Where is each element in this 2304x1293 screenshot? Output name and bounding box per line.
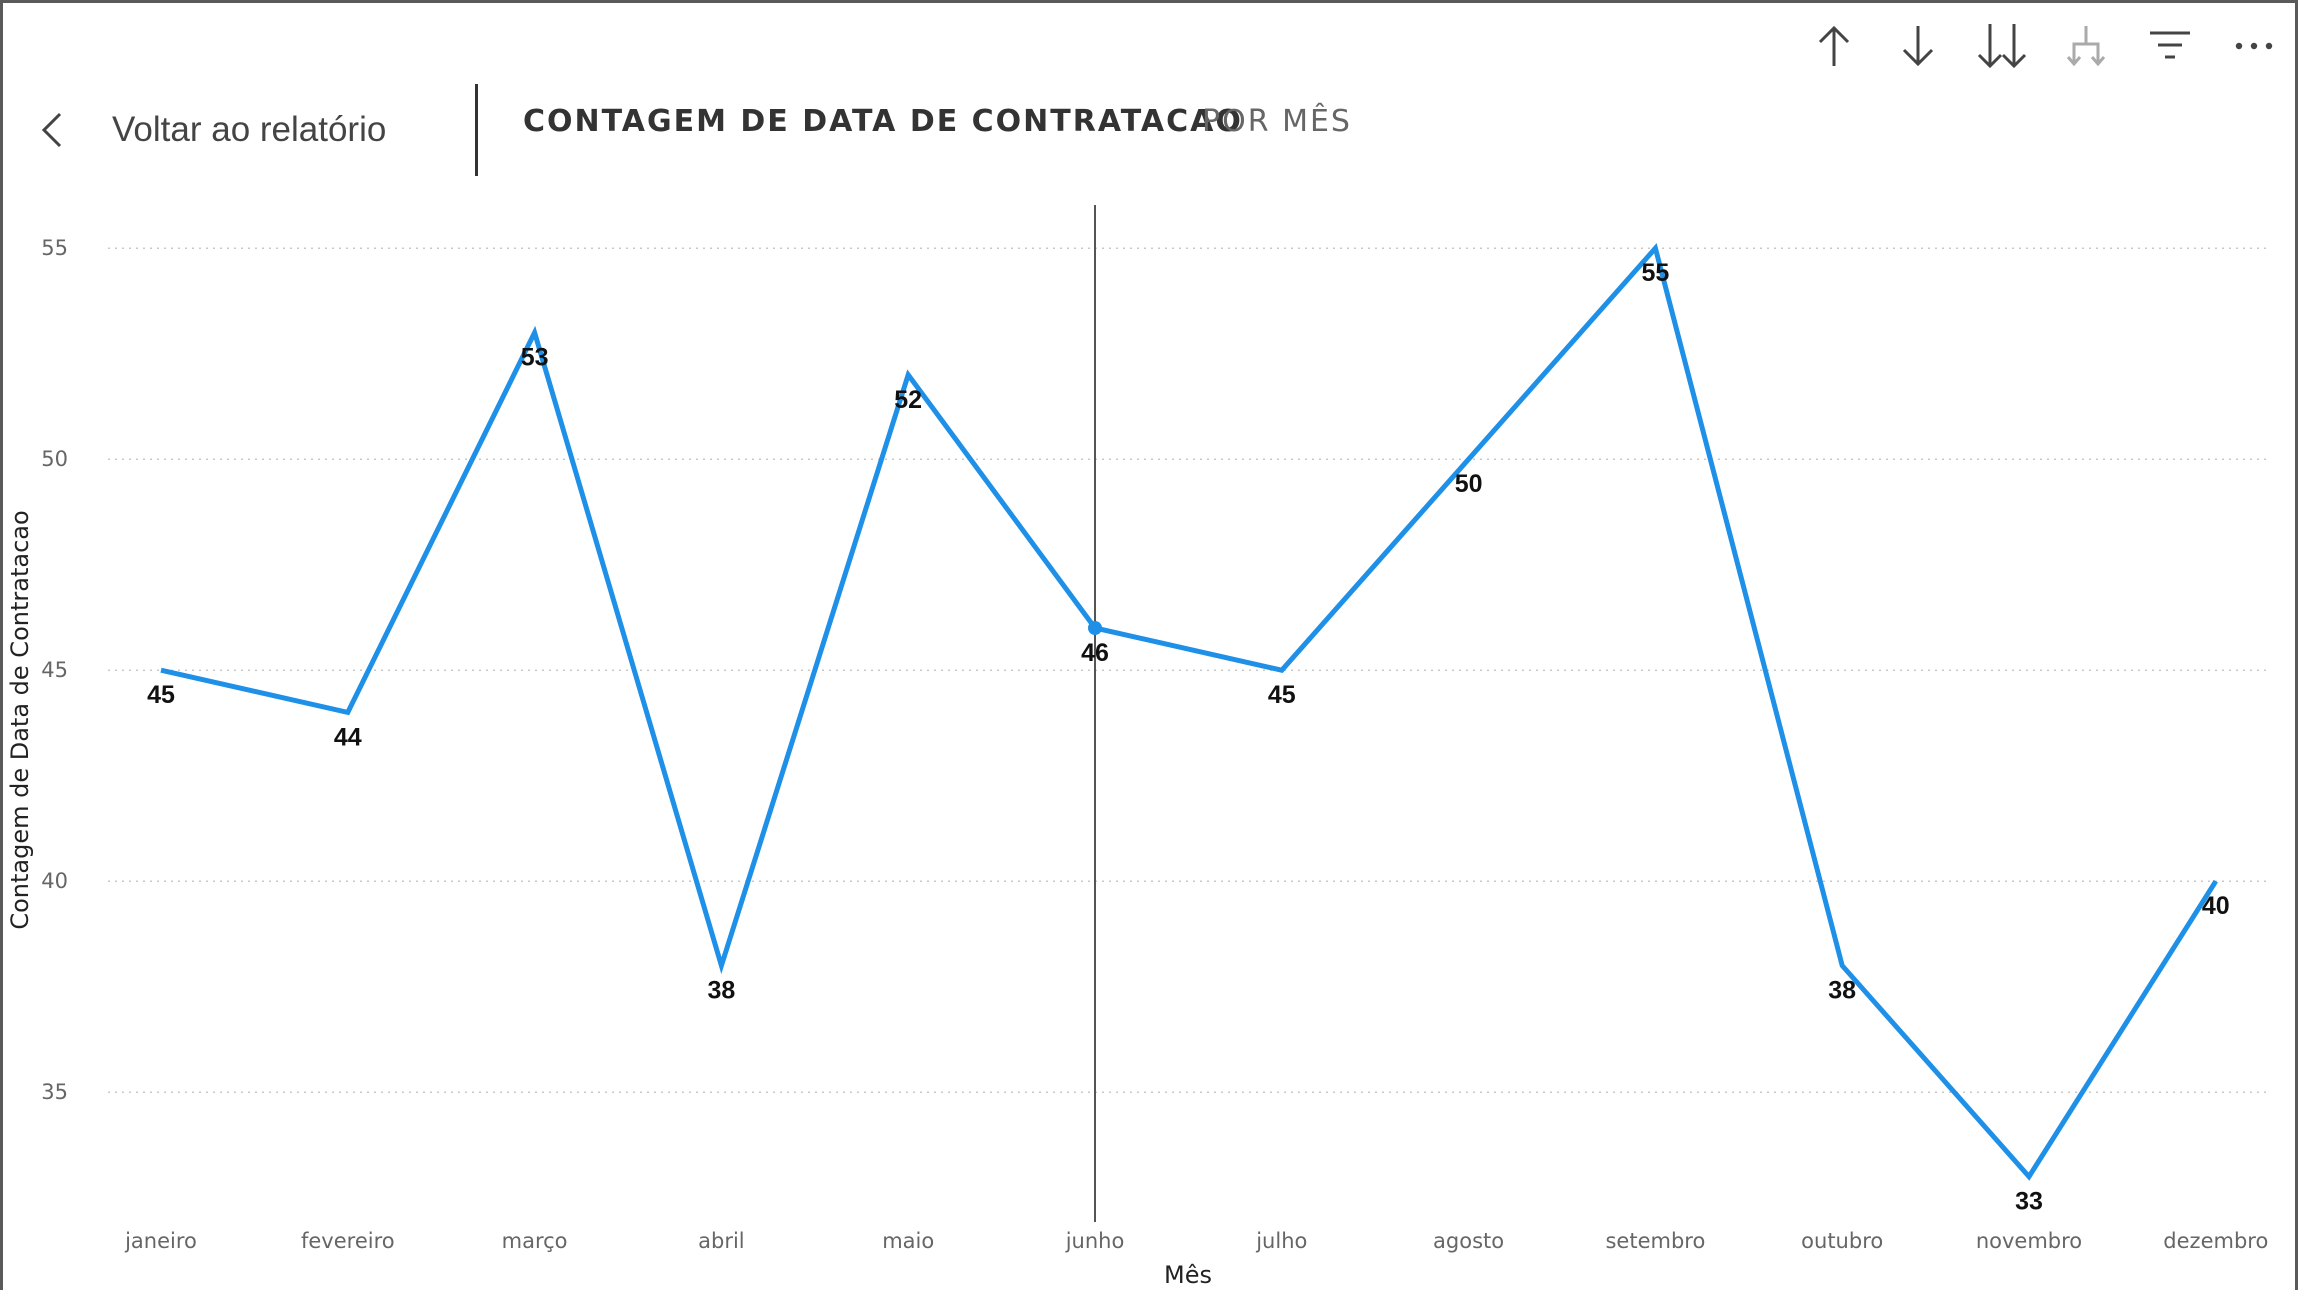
- data-label: 52: [894, 386, 922, 414]
- x-tick-label: junho: [1065, 1229, 1125, 1253]
- arrow-down-icon: [1902, 26, 1934, 67]
- page-title: CONTAGEM DE DATA DE CONTRATACAO: [523, 104, 1243, 139]
- header-divider: [475, 84, 478, 176]
- x-tick-label: setembro: [1605, 1229, 1705, 1253]
- page-subtitle: POR MÊS: [1202, 104, 1352, 139]
- y-tick-label: 35: [41, 1080, 68, 1104]
- more-options-icon: [2235, 42, 2273, 50]
- x-tick-label: maio: [882, 1229, 934, 1253]
- data-label: 53: [521, 344, 549, 372]
- data-label: 44: [334, 723, 362, 751]
- drill-up-button[interactable]: [1806, 18, 1862, 74]
- x-tick-label: dezembro: [2163, 1229, 2268, 1253]
- x-tick-label: janeiro: [124, 1229, 197, 1253]
- x-axis-title: Mês: [1164, 1261, 1212, 1289]
- drill-down-button[interactable]: [1890, 18, 1946, 74]
- data-label: 46: [1081, 639, 1109, 667]
- data-label: 55: [1641, 259, 1669, 287]
- x-tick-label: março: [502, 1229, 568, 1253]
- x-tick-label: novembro: [1976, 1229, 2082, 1253]
- x-tick-label: julho: [1255, 1229, 1307, 1253]
- data-label: 45: [147, 681, 175, 709]
- data-label: 33: [2015, 1188, 2043, 1216]
- y-tick-label: 45: [41, 658, 68, 682]
- data-point[interactable]: [1088, 621, 1102, 635]
- expand-hierarchy-button[interactable]: [2058, 18, 2114, 74]
- x-tick-label: outubro: [1801, 1229, 1883, 1253]
- arrow-up-icon: [1818, 25, 1850, 66]
- filter-button[interactable]: [2142, 18, 2198, 74]
- back-to-report-button[interactable]: Voltar ao relatório: [40, 100, 386, 160]
- visual-toolbar: [1778, 18, 2282, 74]
- expand-hierarchy-icon: [2066, 26, 2106, 67]
- y-tick-label: 50: [41, 447, 68, 471]
- x-tick-label: agosto: [1433, 1229, 1504, 1253]
- x-tick-label: abril: [698, 1229, 745, 1253]
- more-options-button[interactable]: [2226, 18, 2282, 74]
- filter-icon: [2150, 31, 2190, 59]
- next-level-button[interactable]: [1974, 18, 2030, 74]
- series-line[interactable]: [160, 243, 2218, 1181]
- double-arrow-down-icon: [1977, 24, 2027, 69]
- y-tick-label: 55: [41, 236, 68, 260]
- chevron-left-icon: [41, 112, 62, 148]
- focus-mode-header: Voltar ao relatório CONTAGEM DE DATA DE …: [0, 84, 1500, 176]
- data-label: 45: [1268, 681, 1296, 709]
- data-label: 38: [707, 977, 735, 1005]
- data-label: 38: [1828, 977, 1856, 1005]
- data-label: 40: [2202, 892, 2230, 920]
- y-axis-title: Contagem de Data de Contratacao: [6, 510, 34, 929]
- y-tick-label: 40: [41, 869, 68, 893]
- data-label: 50: [1455, 470, 1483, 498]
- back-to-report-label: Voltar ao relatório: [112, 110, 387, 149]
- x-tick-label: fevereiro: [301, 1229, 395, 1253]
